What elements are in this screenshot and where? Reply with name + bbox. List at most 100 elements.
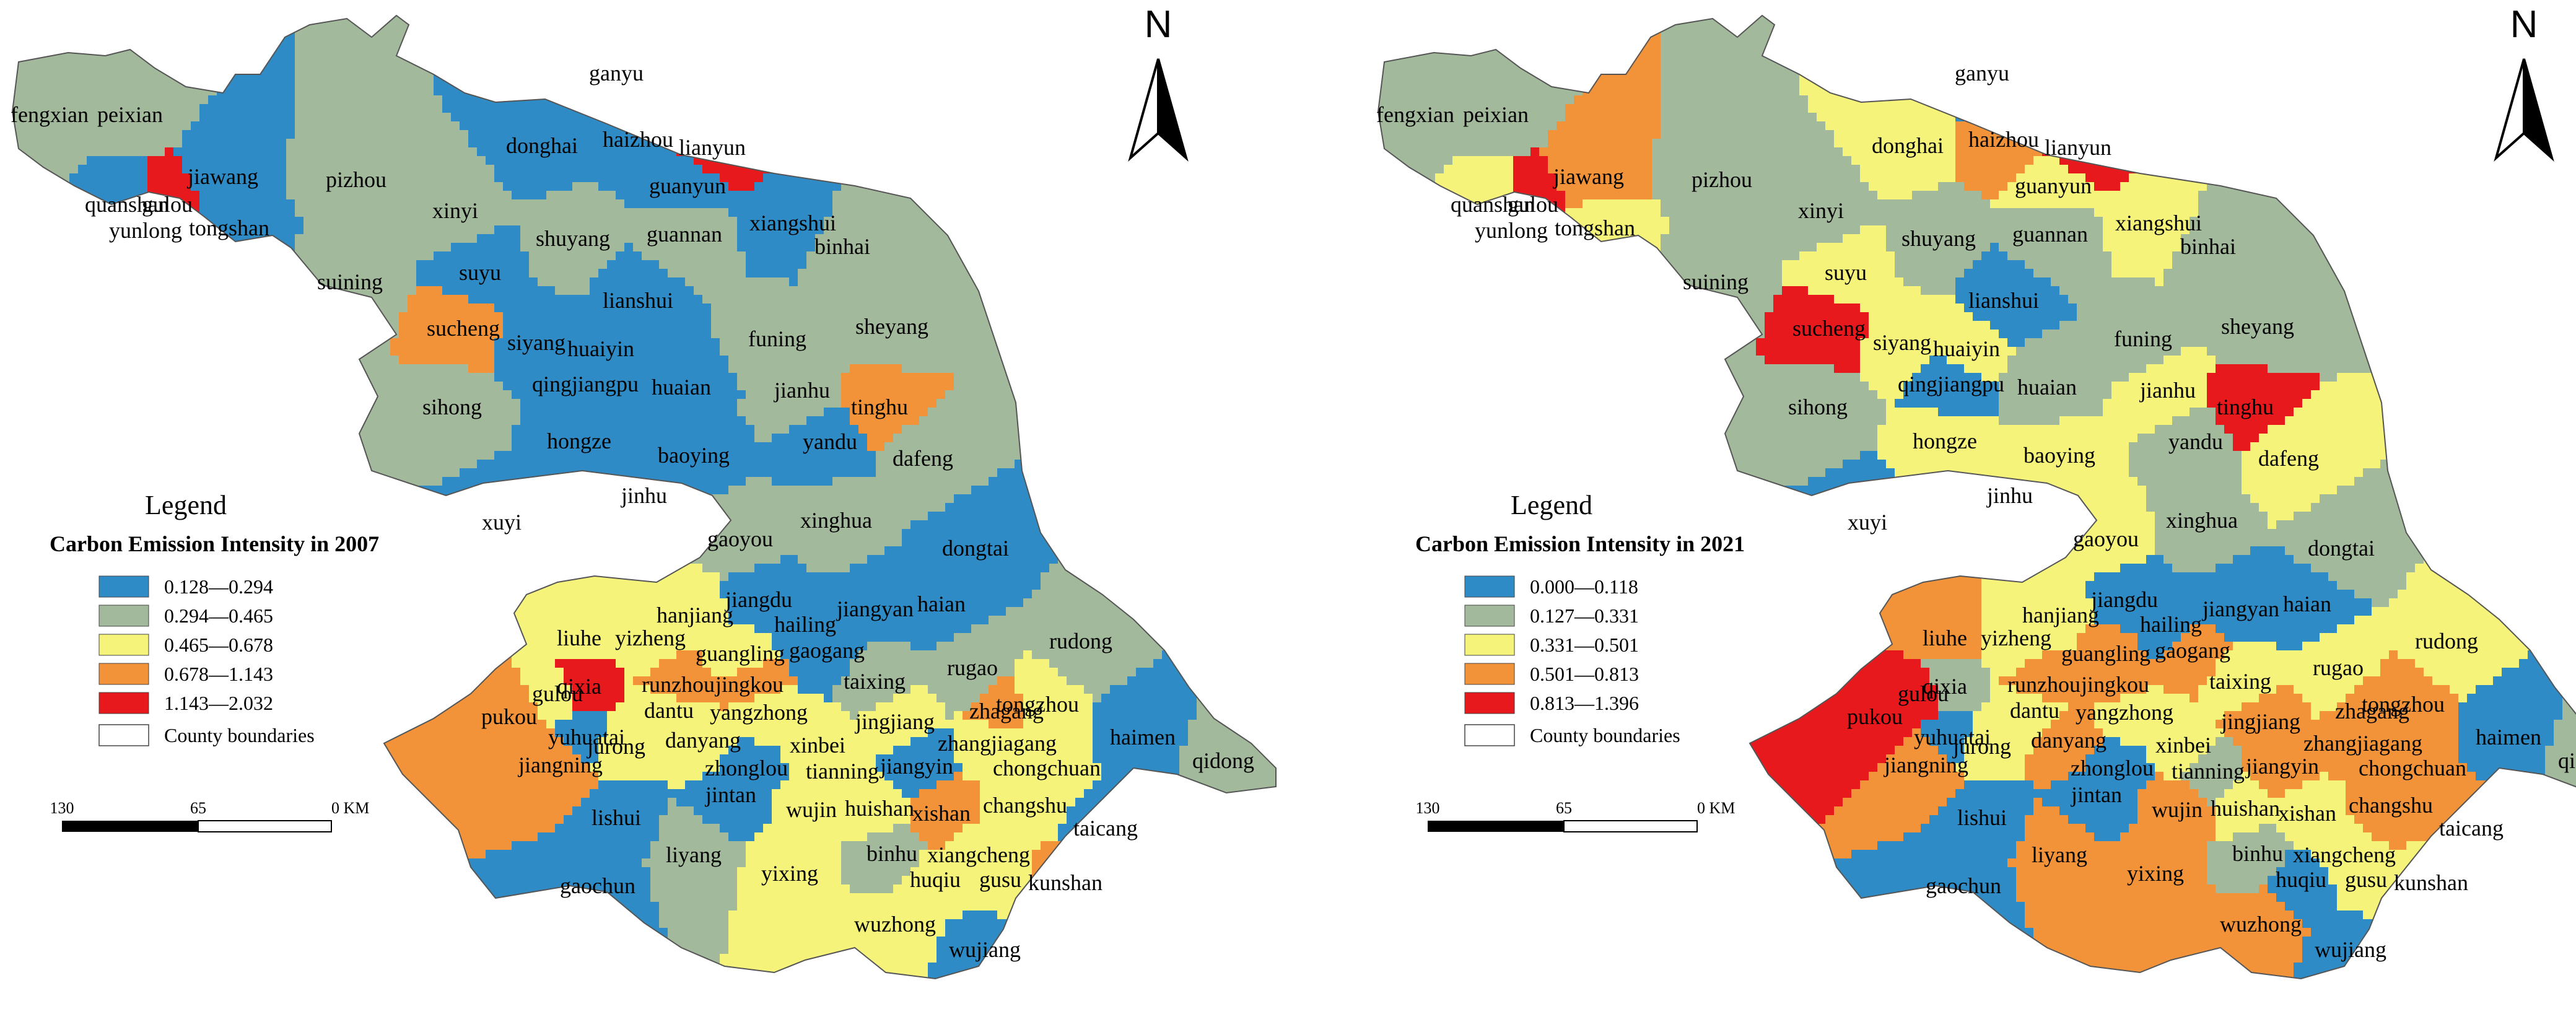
region-label-yunlong: yunlong	[1475, 218, 1548, 243]
region-label-guangling: guangling	[2061, 641, 2150, 666]
region-label-qingjiangpu: qingjiangpu	[1898, 372, 2004, 396]
legend-label-3: 0.331—0.501	[1530, 634, 1639, 656]
region-label-sucheng: sucheng	[427, 316, 500, 341]
legend-swatch-boundary	[1464, 724, 1515, 746]
legend-swatch-4	[98, 663, 149, 685]
region-label-quanshan: quanshan	[85, 192, 169, 217]
region-label-lianshui: lianshui	[1968, 288, 2039, 313]
region-label-changshu: changshu	[2349, 793, 2433, 818]
region-label-gulou: gulou	[1508, 192, 1558, 217]
region-label-yandu: yandu	[803, 429, 857, 454]
region-label-gaoyou: gaoyou	[2073, 526, 2139, 551]
map-1-north-arrow: N	[1128, 3, 1189, 162]
region-label-dongtai: dongtai	[942, 536, 1009, 561]
region-label-xinghua: xinghua	[2166, 508, 2238, 533]
legend-title: Legend	[145, 490, 227, 520]
region-label-zhonglou: zhonglou	[2071, 756, 2154, 780]
scale-label-2: 65	[190, 799, 206, 817]
region-label-chongchuan: chongchuan	[993, 756, 1101, 780]
region-label-haizhou: haizhou	[603, 127, 673, 152]
region-label-donghai: donghai	[1872, 133, 1944, 158]
region-label-jingkou: jingkou	[714, 672, 784, 697]
region-label-yandu: yandu	[2168, 429, 2223, 454]
region-label-wujiang: wujiang	[949, 937, 1021, 962]
legend-swatch-1	[98, 575, 149, 598]
region-label-tongzhou: tongzhou	[996, 692, 1079, 717]
region-label-sucheng: sucheng	[1792, 316, 1866, 341]
region-label-kunshan: kunshan	[1028, 870, 1102, 895]
scale-label-2: 65	[1556, 799, 1572, 817]
region-label-liyang: liyang	[666, 842, 722, 867]
legend-swatch-2	[1464, 605, 1515, 627]
legend-label-1: 0.128—0.294	[164, 575, 273, 598]
region-label-suyu: suyu	[1825, 260, 1867, 285]
region-label-xuyi: xuyi	[1848, 510, 1887, 535]
region-label-yuhuatai: yuhuatai	[1914, 725, 1991, 749]
legend-subtitle: Carbon Emission Intensity in 2007	[50, 531, 379, 556]
region-label-zhonglou: zhonglou	[705, 756, 788, 780]
region-label-pukou: pukou	[481, 704, 537, 729]
region-label-guannan: guannan	[2012, 222, 2088, 247]
region-label-liyang: liyang	[2032, 842, 2087, 867]
map-2-legend: Legend Carbon Emission Intensity in 2021 0…	[1415, 490, 1745, 746]
region-label-siyang: siyang	[1873, 330, 1931, 355]
region-label-sheyang: sheyang	[2221, 314, 2294, 339]
legend-label-5: 1.143—2.032	[164, 692, 273, 714]
region-label-gulou: gulou	[532, 681, 583, 706]
region-label-suining: suining	[1683, 269, 1749, 294]
region-label-kunshan: kunshan	[2394, 870, 2468, 895]
region-label-huaian: huaian	[2017, 375, 2077, 400]
region-label-yizheng: yizheng	[615, 626, 686, 650]
region-label-xinghua: xinghua	[800, 508, 872, 533]
legend-swatch-3	[1464, 634, 1515, 656]
legend-label-boundary: County boundaries	[164, 724, 315, 746]
legend-subtitle: Carbon Emission Intensity in 2021	[1415, 531, 1745, 556]
region-label-dantu: dantu	[644, 698, 694, 723]
region-label-lishui: lishui	[592, 805, 641, 830]
region-label-ganyu: ganyu	[1955, 61, 2009, 85]
region-label-qixia: qixia	[557, 674, 601, 699]
region-label-huishan: huishan	[2211, 796, 2280, 821]
region-label-xuyi: xuyi	[482, 510, 522, 535]
region-label-yizheng: yizheng	[1981, 626, 2051, 650]
north-label: N	[2510, 3, 2538, 46]
region-label-tongshan: tongshan	[189, 216, 269, 240]
legend-swatch-4	[1464, 663, 1515, 685]
region-label-yixing: yixing	[761, 861, 818, 886]
region-label-binhai: binhai	[2180, 234, 2236, 259]
region-label-gulou: gulou	[142, 192, 193, 217]
region-label-jiangyin: jiangyin	[2245, 754, 2319, 779]
legend-swatch-boundary	[98, 724, 149, 746]
region-label-tongshan: tongshan	[1555, 216, 1635, 240]
legend-swatch-1	[1464, 575, 1515, 598]
legend-label-boundary: County boundaries	[1530, 724, 1680, 746]
region-label-gulou: gulou	[1898, 681, 1949, 706]
region-label-peixian: peixian	[97, 102, 163, 127]
region-label-yixing: yixing	[2127, 861, 2184, 886]
region-label-zhangjiagang: zhangjiagang	[2303, 731, 2422, 756]
region-label-zhagang: zhagang	[969, 699, 1044, 723]
legend-title: Legend	[1511, 490, 1592, 520]
region-label-suyu: suyu	[459, 260, 501, 285]
region-label-tinghu: tinghu	[851, 395, 908, 419]
region-label-jiangyan: jiangyan	[836, 596, 914, 621]
region-label-lianshui: lianshui	[603, 288, 673, 313]
region-label-yangzhong: yangzhong	[2076, 700, 2173, 725]
region-label-wujiang: wujiang	[2315, 937, 2386, 962]
legend-swatch-5	[98, 692, 149, 714]
region-label-lianyun: lianyun	[2045, 135, 2111, 160]
map-1-legend: Legend Carbon Emission Intensity in 2007 0…	[50, 490, 379, 746]
region-label-yuhuatai: yuhuatai	[548, 725, 625, 749]
region-label-huqiu: huqiu	[2276, 867, 2326, 892]
region-label-jiawang: jiawang	[1552, 164, 1624, 189]
region-label-taicang: taicang	[1073, 816, 1138, 841]
region-label-guangling: guangling	[696, 641, 785, 666]
region-label-zhangjiagang: zhangjiagang	[938, 731, 1057, 756]
region-label-funing: funing	[748, 326, 806, 351]
region-label-huaian: huaian	[652, 375, 711, 400]
region-label-fengxian: fengxian	[11, 102, 89, 127]
region-label-sihong: sihong	[1788, 395, 1848, 419]
region-label-wuzhong: wuzhong	[2220, 912, 2302, 937]
